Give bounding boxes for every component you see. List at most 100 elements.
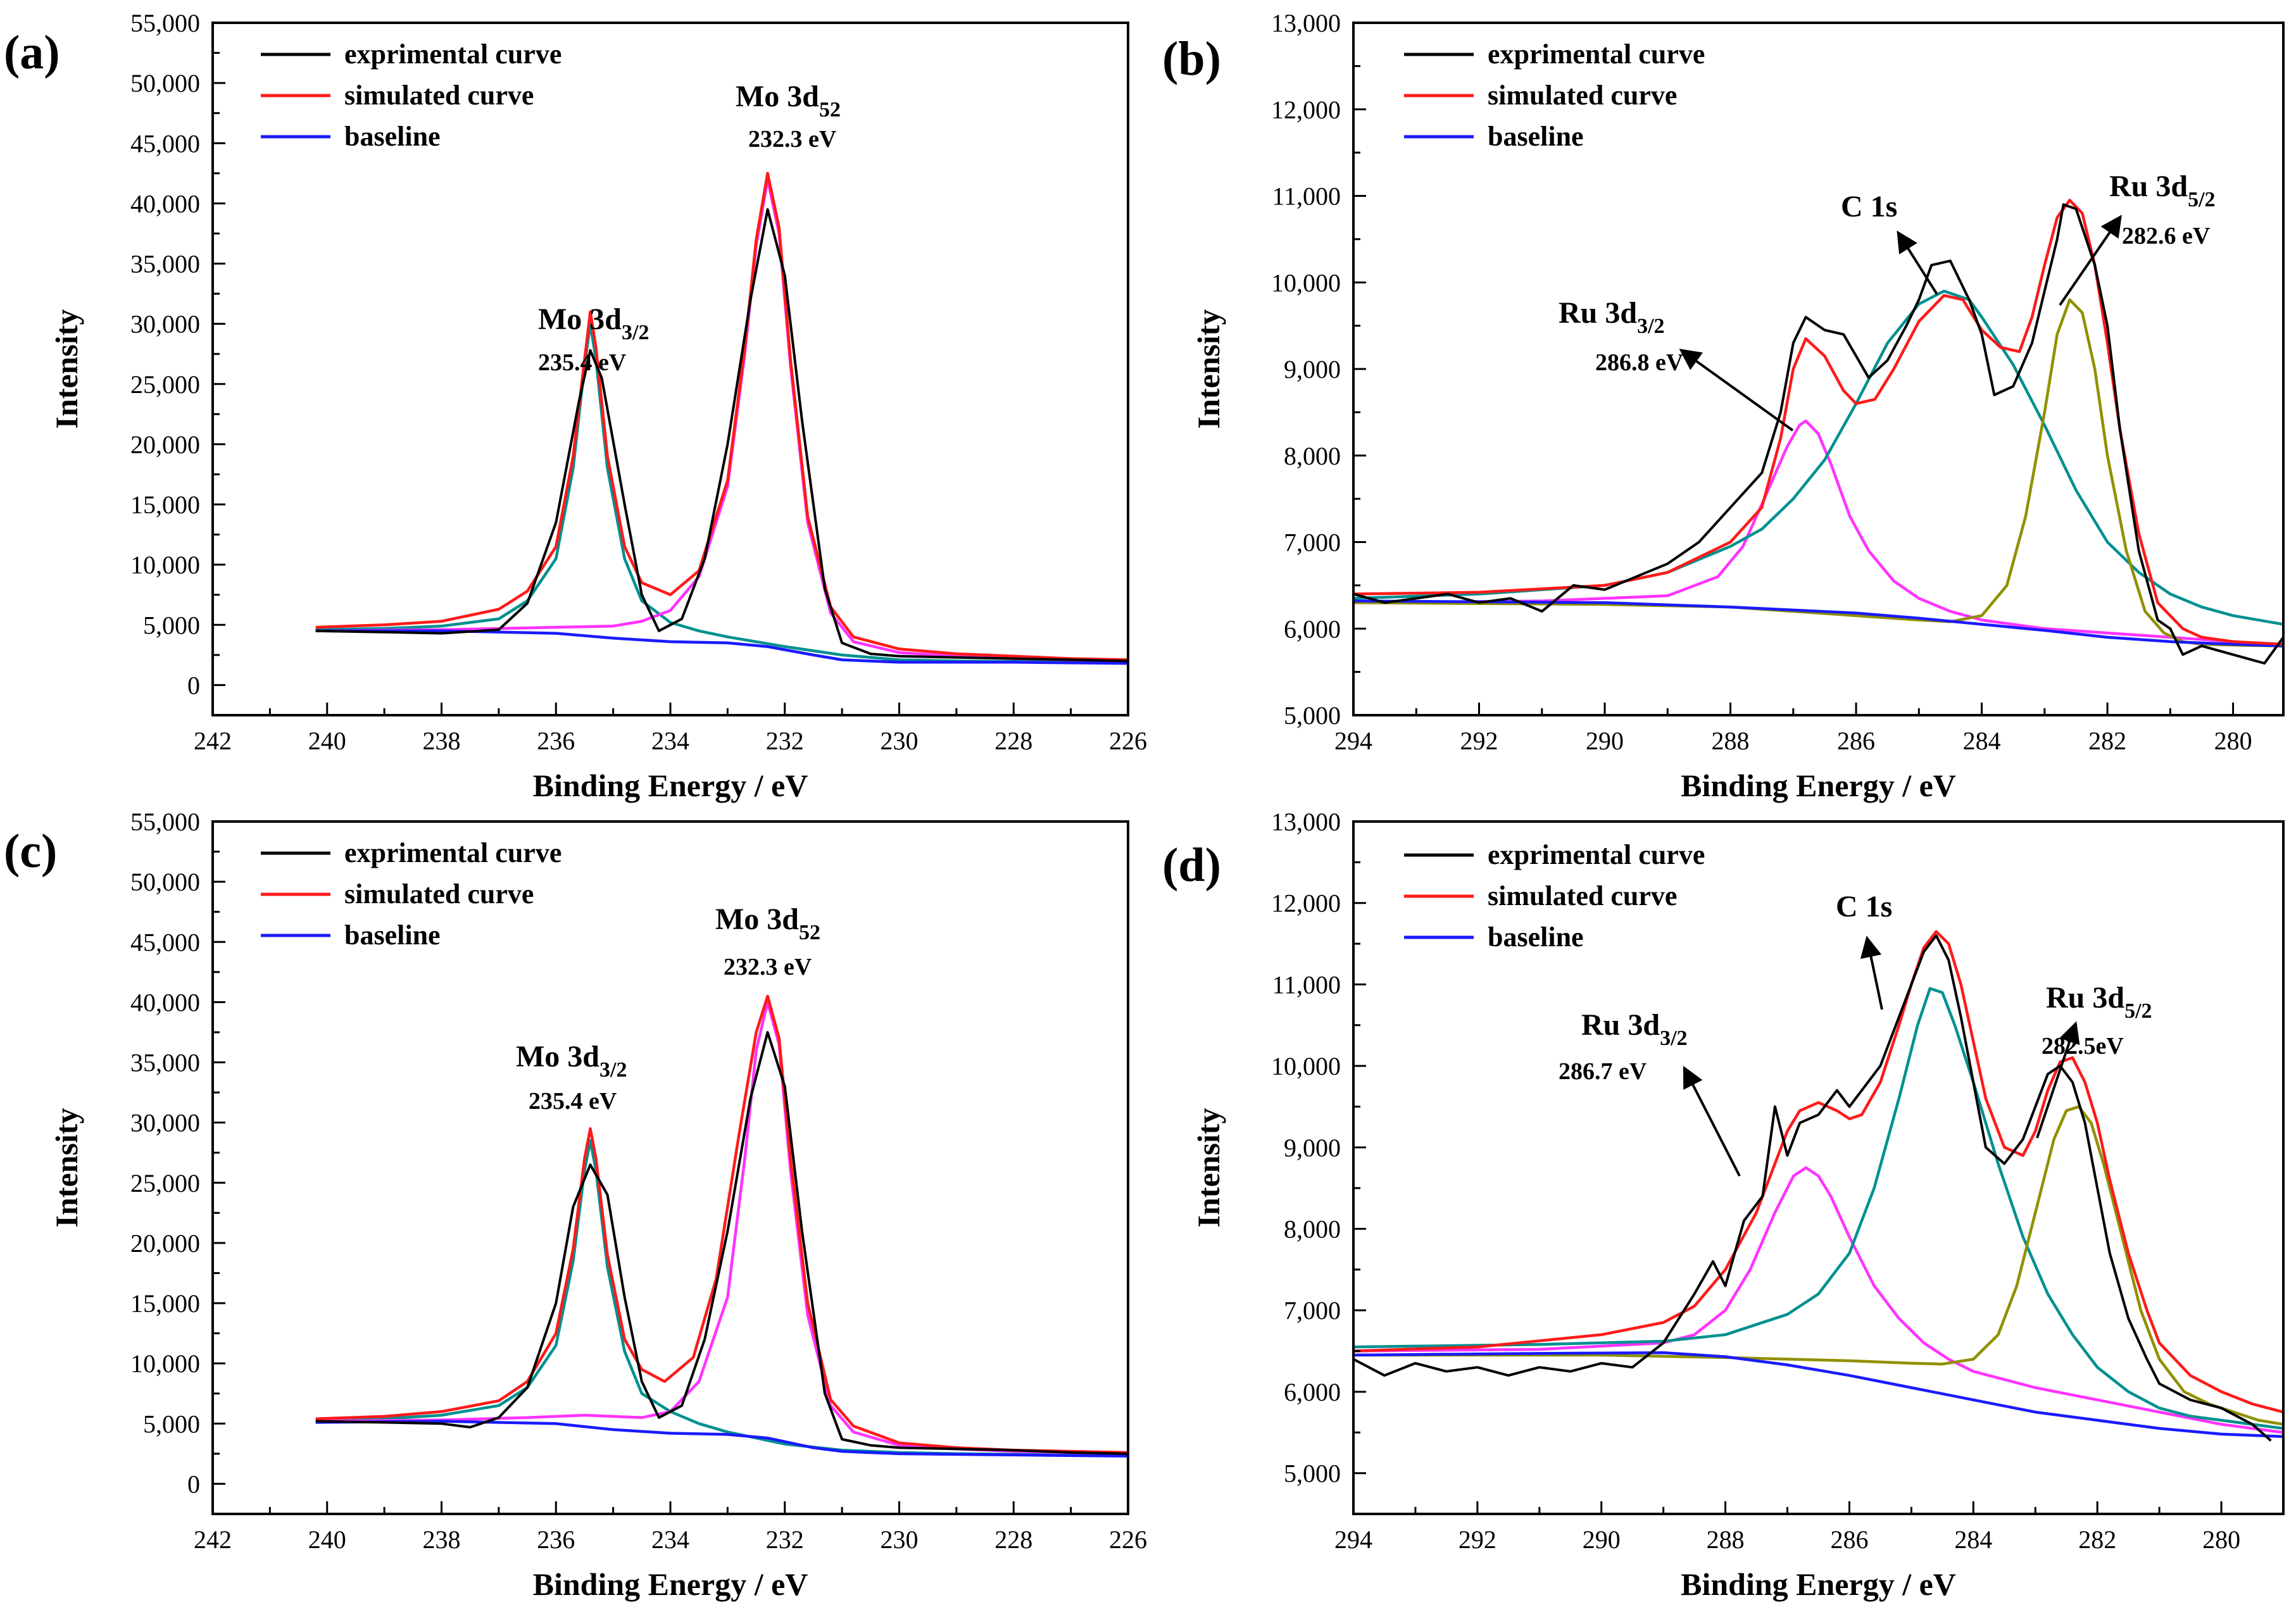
legend-label: exprimental curve [1488, 39, 1705, 70]
legend-label: baseline [1488, 922, 1584, 953]
x-tick-label: 234 [651, 727, 689, 755]
y-tick-label: 35,000 [130, 1049, 200, 1077]
x-tick-label: 288 [1712, 727, 1750, 755]
peak-subscript: 3/2 [599, 1058, 627, 1082]
y-tick-label: 25,000 [130, 1169, 200, 1197]
x-axis-label: Binding Energy / eV [1681, 768, 1956, 803]
y-tick-label: 5,000 [1284, 701, 1341, 730]
peak-energy: 235.4 eV [538, 349, 627, 376]
x-tick-label: 294 [1334, 1525, 1372, 1554]
peak-subscript: 52 [799, 921, 820, 944]
x-tick-label: 238 [423, 1525, 461, 1554]
y-tick-label: 20,000 [130, 1229, 200, 1258]
y-tick-label: 5,000 [143, 1410, 200, 1438]
peak-name: Ru 3d [2109, 170, 2188, 203]
annotation-arrow [1860, 935, 1883, 1010]
peak-name: Ru 3d [2046, 981, 2124, 1015]
series-line-simulated [315, 172, 1128, 661]
x-tick-label: 240 [308, 727, 346, 755]
legend-label: exprimental curve [344, 837, 561, 868]
peak-name: Mo 3d [715, 903, 799, 936]
peak-energy: 286.8 eV [1595, 349, 1684, 376]
peak-subscript: 3/2 [1637, 315, 1664, 338]
peak-name: Mo 3d [516, 1040, 599, 1073]
y-tick-label: 40,000 [130, 189, 200, 218]
legend-label: baseline [344, 121, 441, 152]
peak-annotation: Ru 3d3/2 [1559, 296, 1665, 338]
y-tick-label: 10,000 [130, 551, 200, 579]
annotation-arrow [1897, 230, 1938, 296]
y-tick-label: 12,000 [1271, 96, 1341, 124]
legend-label: simulated curve [344, 80, 534, 111]
peak-subscript: 52 [819, 98, 841, 122]
x-tick-label: 226 [1109, 1525, 1147, 1554]
y-tick-label: 6,000 [1284, 1378, 1341, 1406]
series-line-Ru-286-8 [1353, 419, 2283, 647]
y-tick-label: 12,000 [1271, 889, 1341, 918]
legend-label: simulated curve [1488, 880, 1677, 911]
legend-label: baseline [344, 920, 441, 951]
x-tick-label: 284 [1963, 727, 2001, 755]
panel-1: (a) 242 240 238 236 234 232 230 228 226 0 5,000 10,0… [4, 9, 1147, 803]
series-line-peak-235-4 [315, 1139, 1128, 1457]
peak-annotation: C 1s [1836, 890, 1892, 923]
x-tick-label: 290 [1583, 1525, 1621, 1554]
y-axis-label: Intensity [1191, 309, 1226, 429]
panel-label: (b) [1162, 32, 1221, 85]
x-axis-label: Binding Energy / eV [533, 768, 808, 803]
peak-energy: 286.7 eV [1559, 1058, 1647, 1085]
y-tick-label: 55,000 [130, 9, 200, 37]
legend-label: exprimental curve [344, 39, 561, 70]
y-tick-label: 10,000 [1271, 268, 1341, 297]
x-tick-label: 242 [194, 1525, 232, 1554]
y-tick-label: 0 [187, 1470, 200, 1498]
y-tick-label: 15,000 [130, 1289, 200, 1318]
y-tick-label: 15,000 [130, 491, 200, 519]
x-tick-label: 286 [1837, 727, 1875, 755]
y-tick-label: 10,000 [1271, 1052, 1341, 1080]
x-tick-label: 286 [1830, 1525, 1868, 1554]
y-tick-label: 45,000 [130, 928, 200, 956]
y-tick-label: 11,000 [1272, 970, 1341, 999]
peak-subscript: 5/2 [2124, 999, 2152, 1023]
peak-annotation: C 1s [1841, 190, 1897, 223]
peak-subscript: 5/2 [2188, 188, 2215, 211]
series-line-baseline [1353, 599, 2283, 647]
peak-name: Ru 3d [1581, 1008, 1660, 1042]
x-tick-label: 290 [1586, 727, 1624, 755]
series-line-simulated [315, 994, 1128, 1454]
x-tick-label: 240 [308, 1525, 346, 1554]
y-tick-label: 13,000 [1271, 808, 1341, 836]
series-group [315, 994, 1128, 1458]
series-group [1353, 199, 2283, 665]
y-tick-label: 8,000 [1284, 442, 1341, 470]
x-tick-label: 230 [881, 1525, 919, 1554]
legend-label: baseline [1488, 121, 1584, 152]
y-tick-label: 0 [187, 671, 200, 699]
y-tick-label: 25,000 [130, 370, 200, 399]
panel-label: (a) [4, 26, 60, 79]
series-line-C-1s [1353, 289, 2283, 626]
peak-annotation: Ru 3d5/2 [2046, 981, 2152, 1023]
y-tick-label: 50,000 [130, 69, 200, 97]
y-tick-label: 50,000 [130, 868, 200, 896]
panel-label: (d) [1162, 839, 1221, 892]
y-tick-label: 5,000 [143, 611, 200, 639]
panel-2: (b) 294 292 290 288 286 284 282 280 5,000 6,000 7,0… [1162, 9, 2285, 803]
x-tick-label: 288 [1707, 1525, 1745, 1554]
series-line-Ru-286-7 [1353, 1166, 2283, 1434]
x-tick-label: 282 [2088, 727, 2126, 755]
panel-4: (d) 294 292 290 288 286 284 282 280 5,000 6,000 7,0… [1162, 808, 2285, 1602]
series-line-simulated [1353, 199, 2283, 646]
annotation-arrow [1679, 349, 1794, 432]
panel-3: (c) 242 240 238 236 234 232 230 228 226 0 5,000 10,0… [4, 808, 1147, 1602]
peak-annotation: Ru 3d3/2 [1581, 1008, 1688, 1050]
series-line-experimental [315, 208, 1128, 663]
series-group [1353, 930, 2283, 1442]
y-axis-label: Intensity [49, 1108, 84, 1228]
x-tick-label: 236 [537, 1525, 575, 1554]
series-line-baseline [315, 629, 1128, 665]
peak-annotation: Mo 3d3/2 [516, 1040, 627, 1082]
legend-label: simulated curve [1488, 80, 1677, 111]
